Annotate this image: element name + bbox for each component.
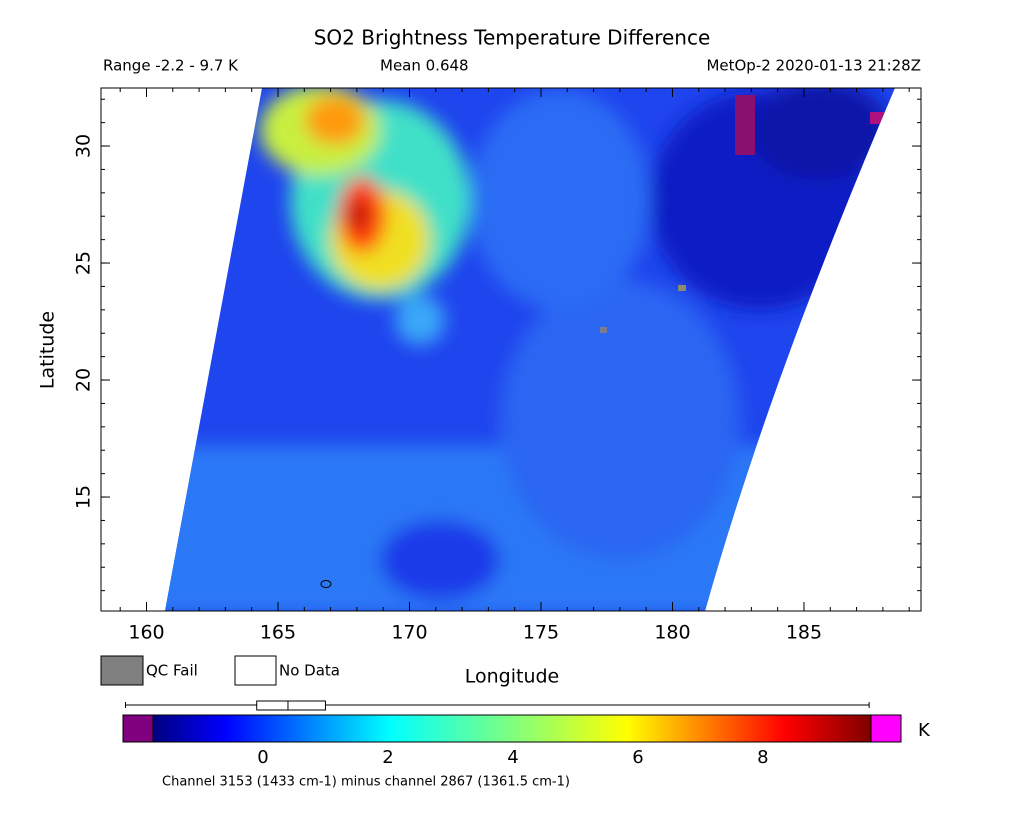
legend-label: QC Fail	[146, 662, 198, 680]
subtitle-source: MetOp-2 2020-01-13 21:28Z	[706, 57, 921, 75]
colorbar-under	[122, 714, 154, 743]
subtitle-mean: Mean 0.648	[380, 57, 469, 75]
y-axis-label: Latitude	[37, 311, 59, 389]
plot-frame	[100, 87, 922, 612]
colorbar-tick-label: 0	[257, 747, 268, 768]
colorbar	[153, 715, 871, 742]
legend-swatch	[234, 655, 277, 686]
y-tick-label: 25	[73, 251, 95, 275]
satellite-swath	[165, 88, 895, 611]
footnote: Channel 3153 (1433 cm-1) minus channel 2…	[162, 775, 570, 790]
y-tick-label: 15	[73, 485, 95, 509]
y-tick-label: 30	[73, 134, 95, 158]
colorbar-tick-label: 2	[382, 747, 393, 768]
legend-label: No Data	[279, 662, 340, 680]
colorbar-frame	[152, 714, 872, 743]
x-tick-label: 170	[391, 622, 427, 644]
x-tick-label: 180	[654, 622, 690, 644]
x-tick-label: 160	[128, 622, 164, 644]
colorbar-tick-label: 8	[757, 747, 768, 768]
legend-swatch	[100, 655, 144, 686]
subtitle-range: Range -2.2 - 9.7 K	[103, 57, 239, 75]
x-tick-label: 185	[786, 622, 822, 644]
x-tick-label: 175	[523, 622, 559, 644]
colorbar-over	[870, 714, 902, 743]
x-axis-label: Longitude	[465, 666, 560, 688]
x-tick-label: 165	[260, 622, 296, 644]
y-tick-label: 20	[73, 368, 95, 392]
colorbar-tick-label: 6	[632, 747, 643, 768]
colorbar-unit: K	[918, 720, 931, 741]
colorbar-tick-label: 4	[507, 747, 518, 768]
chart-title: SO2 Brightness Temperature Difference	[314, 26, 711, 50]
boxplot-box	[256, 700, 326, 711]
island-outline	[320, 580, 332, 588]
